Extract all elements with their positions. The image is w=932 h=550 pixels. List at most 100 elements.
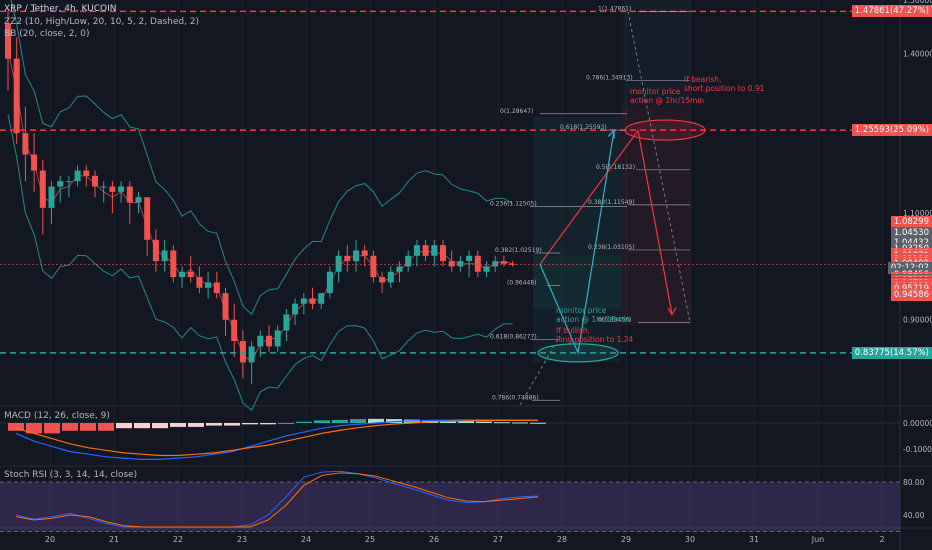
time-tick-label: 30 xyxy=(685,535,695,544)
candle-body xyxy=(152,239,159,262)
bollinger-upper xyxy=(10,0,513,316)
candle-body xyxy=(318,293,325,304)
candle-body xyxy=(379,277,386,283)
arrowhead xyxy=(667,307,677,316)
candle-body xyxy=(135,197,142,203)
macd-histogram-bar xyxy=(530,422,546,424)
candle-body xyxy=(100,186,107,188)
macd-histogram-bar xyxy=(62,423,78,431)
macd-histogram-bar xyxy=(188,423,204,427)
candle-body xyxy=(48,186,55,208)
time-tick-label: 27 xyxy=(493,535,503,544)
candle-body xyxy=(170,250,177,278)
candle-body xyxy=(335,255,342,272)
macd-histogram-bar xyxy=(350,419,366,423)
candle-body xyxy=(205,282,212,288)
candle-body xyxy=(413,245,420,256)
monitor-note-bottom: monitor price action @ 1hr/15min xyxy=(556,306,630,324)
macd-histogram-bar xyxy=(242,423,258,425)
candle-body xyxy=(492,261,499,267)
time-tick-label: 29 xyxy=(621,535,631,544)
macd-histogram-bar xyxy=(170,423,186,427)
macd-histogram-bar xyxy=(98,423,114,431)
candle-body xyxy=(387,271,394,283)
fib-label: 0(1.28647) xyxy=(500,108,533,115)
time-tick-label: 31 xyxy=(749,535,759,544)
target-ellipse xyxy=(624,119,706,141)
bollinger-lower xyxy=(7,114,513,412)
macd-histogram-bar xyxy=(26,423,42,434)
candle-body xyxy=(300,298,307,304)
macd-title[interactable]: MACD (12, 26, close, 9) xyxy=(4,411,110,421)
price-tag: 0.83775(14.57%) xyxy=(851,346,932,359)
time-tick-label: 26 xyxy=(429,535,439,544)
fib-label: 0(0.89456) xyxy=(598,317,631,324)
candle-body xyxy=(74,170,81,182)
macd-histogram-bar xyxy=(332,419,348,423)
price-tick-label: 1.50000 xyxy=(903,0,932,5)
bullish-path xyxy=(539,130,615,356)
candle-body xyxy=(13,58,20,134)
candle-body xyxy=(344,255,351,262)
candle-body xyxy=(144,197,151,240)
macd-histogram-bar xyxy=(476,421,492,423)
candle-body xyxy=(248,346,255,363)
candle-body xyxy=(396,266,403,272)
candle-body xyxy=(213,282,220,294)
candle-body xyxy=(126,186,133,203)
candle-body xyxy=(257,335,264,347)
macd-tick-label: 0.00000 xyxy=(903,419,932,428)
time-tick-label: 23 xyxy=(237,535,247,544)
candle-body xyxy=(353,250,359,262)
indicator-zz[interactable]: ZZ2 (10, High/Low, 20, 10, 5, 2, Dashed,… xyxy=(4,17,200,27)
candle-body xyxy=(231,319,238,342)
candle-body xyxy=(457,261,464,267)
fib-label: 0.786(0.74886) xyxy=(492,394,539,401)
candle-body xyxy=(326,271,333,294)
price-tick-label: 0.90000 xyxy=(903,316,932,325)
candle-body xyxy=(370,255,377,278)
candle-body xyxy=(448,261,455,267)
monitor-note-top: monitor price action @ 1hr/15min xyxy=(630,87,704,105)
macd-histogram-bar xyxy=(8,423,24,431)
candle-body xyxy=(422,245,429,256)
candle-body xyxy=(283,314,290,331)
time-tick-label: 25 xyxy=(365,535,375,544)
stoch-tick-label: 80.00 xyxy=(903,478,925,487)
fib-label: 0.786(1.34913) xyxy=(586,74,633,81)
macd-histogram-bar xyxy=(116,423,132,429)
stoch-title[interactable]: Stoch RSI (3, 3, 14, 14, close) xyxy=(4,470,138,480)
bearish-note: If bearish, short position to 0.91 xyxy=(684,75,765,93)
candle-body xyxy=(266,335,272,347)
stoch-d-line xyxy=(15,472,539,528)
chart-legend: XRP / Tether, 4h, KUCOIN xyxy=(4,4,120,14)
time-tick-label: 24 xyxy=(301,535,311,544)
time-tick-label: 21 xyxy=(109,535,119,544)
candle-body xyxy=(483,266,490,272)
candle-body xyxy=(22,133,29,155)
candle-body xyxy=(222,293,229,320)
indicator-bb[interactable]: BB (20, close, 2, 0) xyxy=(4,29,90,39)
stoch-k-line xyxy=(15,470,539,528)
candle-body xyxy=(65,181,72,183)
price-tag: 1.08299 xyxy=(890,216,932,229)
macd-line xyxy=(15,419,538,460)
fib-label: 0.618(1.25593) xyxy=(560,124,607,131)
candle-body xyxy=(309,298,316,304)
fib-label: 0.382(1.11549) xyxy=(588,199,635,206)
time-tick-label: 20 xyxy=(45,535,55,544)
candle-body xyxy=(161,250,168,262)
fib-label: 0.618(0.86277) xyxy=(490,334,537,341)
macd-histogram-bar xyxy=(458,421,474,423)
fib-label: (0.96448) xyxy=(507,279,537,286)
time-tick-label: 22 xyxy=(173,535,183,544)
candle-body xyxy=(187,271,194,278)
candle-body xyxy=(292,303,299,315)
candle-body xyxy=(361,250,368,256)
macd-histogram-bar xyxy=(224,423,240,426)
symbol-title[interactable]: XRP / Tether, 4h, KUCOIN xyxy=(4,4,117,14)
fib-label: 0.236(1.03105) xyxy=(588,244,635,251)
macd-histogram-bar xyxy=(368,418,384,423)
candle-body xyxy=(92,175,98,187)
